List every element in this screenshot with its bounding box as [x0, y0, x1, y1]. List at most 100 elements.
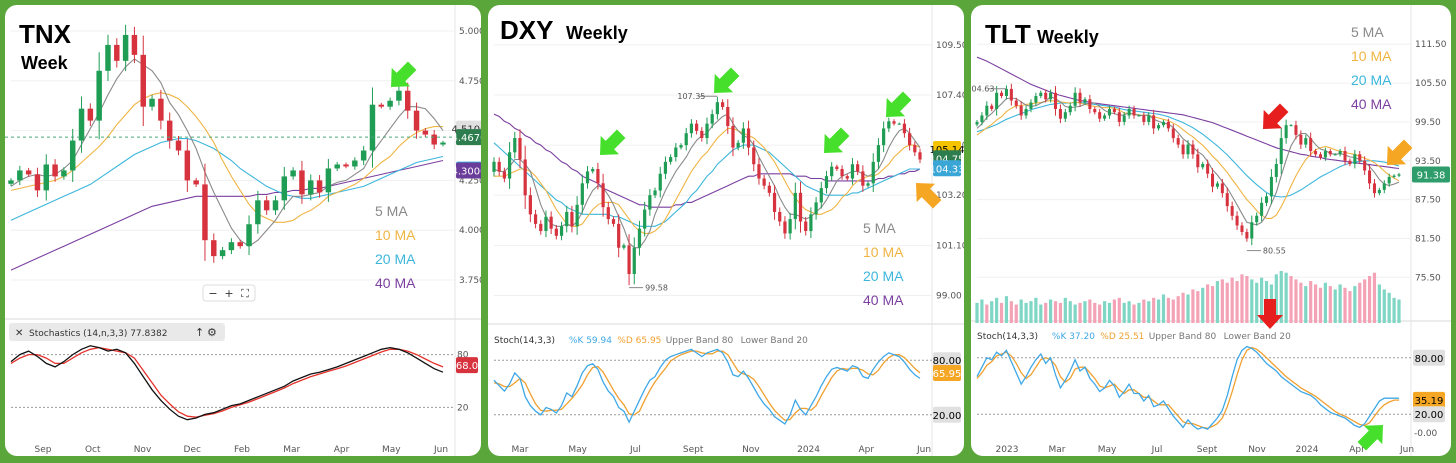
- candle: [694, 123, 699, 131]
- green-arrow-icon: [600, 129, 626, 155]
- candle: [1220, 183, 1224, 194]
- candle: [1397, 174, 1401, 176]
- chart-title: TNX: [19, 19, 72, 49]
- candle: [1235, 215, 1239, 226]
- candle: [1304, 138, 1308, 145]
- candle: [663, 161, 668, 174]
- price-badge: 4.4670: [452, 129, 481, 146]
- x-axis-label: Apr: [1349, 445, 1365, 455]
- ma-line-10ma: [976, 100, 1400, 219]
- dxy-svg: 109.50107.40105.30103.20101.1099.00DXYWe…: [488, 5, 964, 456]
- volume-bar: [1392, 297, 1396, 323]
- candle: [674, 147, 678, 158]
- green-arrow-icon: [886, 91, 912, 117]
- close-icon[interactable]: ✕: [15, 328, 23, 339]
- candle: [507, 152, 512, 179]
- candle: [772, 192, 777, 212]
- gear-icon[interactable]: ⚙: [207, 326, 217, 339]
- volume-bar: [1093, 302, 1097, 323]
- volume-bar: [1377, 284, 1381, 323]
- candle: [814, 202, 818, 215]
- volume-bar: [985, 304, 989, 323]
- zoom-out-button[interactable]: −: [208, 287, 217, 300]
- arrow-up-icon[interactable]: ↑: [195, 326, 204, 339]
- volume-bar: [1152, 297, 1156, 323]
- orange-arrow-icon: [916, 183, 942, 209]
- x-axis-label: May: [382, 445, 401, 455]
- volume-bar: [1112, 299, 1116, 323]
- osc-badge-bg: [1413, 406, 1445, 423]
- osc-lower-band: Lower Band 20: [741, 336, 809, 346]
- volume-bar: [1004, 296, 1009, 323]
- candle: [1083, 99, 1087, 103]
- candle: [570, 211, 574, 227]
- candle: [1049, 92, 1053, 100]
- candle: [352, 160, 358, 167]
- volume-bar: [995, 297, 999, 323]
- candle: [105, 44, 111, 71]
- candle: [378, 104, 385, 107]
- dxy-panel: 109.50107.40105.30103.20101.1099.00DXYWe…: [488, 5, 964, 456]
- osc-badge-bg: [1413, 391, 1445, 408]
- candle: [752, 147, 756, 165]
- x-axis-label: Jul: [629, 445, 641, 455]
- candle: [1137, 115, 1141, 117]
- candle: [793, 192, 797, 220]
- candle: [715, 102, 720, 115]
- osc-badge: 68.0: [456, 357, 478, 374]
- candle: [1377, 189, 1381, 194]
- volume-bar: [1387, 292, 1391, 323]
- stoch-k-line: [10, 345, 444, 421]
- candle: [1024, 108, 1028, 116]
- red-arrow-icon-shape: [1263, 103, 1289, 129]
- candle: [632, 247, 636, 274]
- legend-item-10ma: 10 MA: [863, 244, 904, 260]
- osc-header: [9, 323, 225, 341]
- osc-badge: 80.00: [1413, 349, 1445, 366]
- ma-line-10ma: [10, 92, 443, 223]
- candle: [689, 123, 694, 134]
- candle: [440, 142, 446, 145]
- green-arrow-icon-shape: [886, 91, 912, 117]
- green-arrow-icon: [824, 127, 850, 153]
- tlt-svg: 111.50 105.50 99.50 93.50 87.50 81.50 75.50 TLT…: [971, 5, 1451, 456]
- zoom-controls: − + ⛶: [202, 284, 256, 302]
- volume-bar: [1353, 286, 1357, 323]
- osc-upper-band: Upper Band 80: [1149, 332, 1217, 342]
- osc-badge: 80.00: [933, 352, 961, 369]
- volume-bar: [1156, 299, 1161, 323]
- candle: [995, 92, 999, 109]
- volume-bar: [1009, 301, 1013, 323]
- x-axis-label: 2024: [797, 445, 820, 455]
- candle: [502, 171, 507, 179]
- price-badge: 4.3000: [452, 162, 481, 179]
- tnx-svg: 5.00004.75004.50004.25004.00003.7500TNXW…: [5, 5, 481, 456]
- candle: [648, 195, 652, 210]
- fit-button[interactable]: ⛶: [241, 287, 249, 300]
- candle: [1250, 222, 1254, 239]
- volume-bar: [1294, 279, 1298, 323]
- candle: [1014, 100, 1018, 106]
- legend-item-5ma: 5 MA: [863, 220, 896, 236]
- candle: [684, 133, 688, 146]
- volume-bar: [1147, 301, 1151, 323]
- candle: [1206, 164, 1210, 174]
- legend-item-10ma: 10 MA: [375, 227, 416, 243]
- lo-label: 80.55: [1263, 247, 1286, 256]
- volume-bar: [1196, 291, 1200, 323]
- volume-bar: [1068, 301, 1072, 323]
- candle: [1142, 115, 1146, 122]
- zoom-in-button[interactable]: +: [224, 287, 233, 300]
- candle: [219, 250, 226, 257]
- candle: [549, 216, 553, 229]
- volume-bar: [1161, 294, 1166, 323]
- price-tick-label: 5.0000: [459, 27, 481, 37]
- orange-arrow-icon: [1387, 139, 1413, 165]
- volume-bar: [1372, 272, 1377, 323]
- volume-bar: [1019, 299, 1023, 323]
- candle: [52, 164, 58, 177]
- candle: [1215, 183, 1219, 187]
- ma-line-40ma: [10, 159, 444, 271]
- candle: [856, 164, 860, 172]
- candle: [228, 242, 235, 251]
